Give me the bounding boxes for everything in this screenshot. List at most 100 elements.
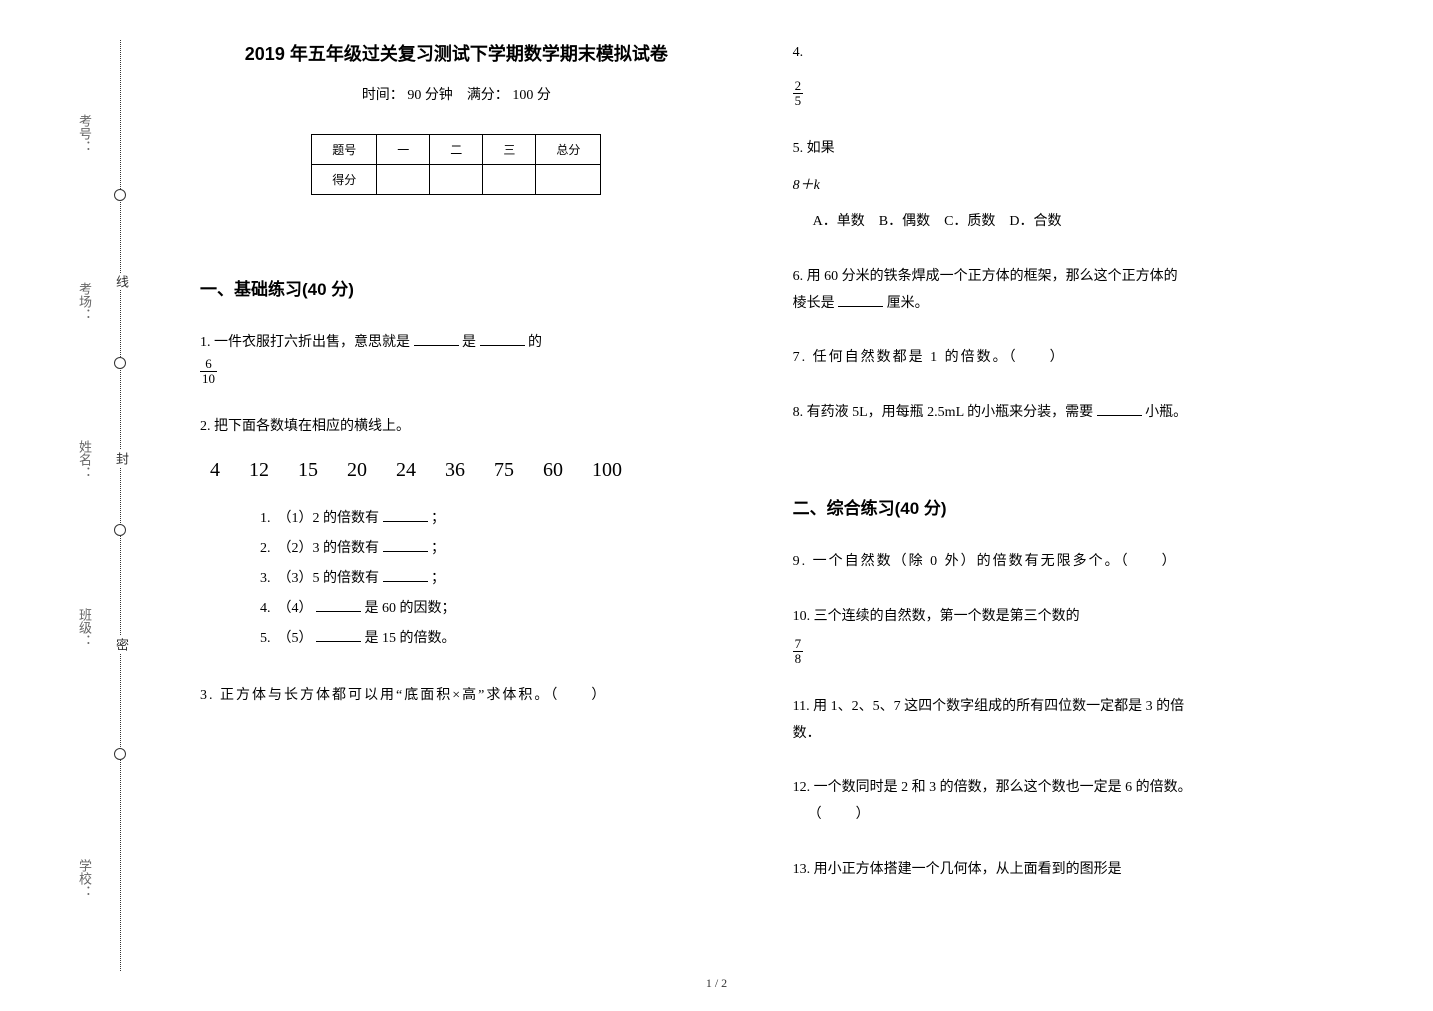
frac-num: 7	[793, 637, 804, 652]
section-2-head: 二、综合练习(40 分)	[793, 494, 1306, 519]
frac-num: 2	[793, 79, 804, 94]
score-table: 题号 一 二 三 总分 得分	[311, 134, 601, 195]
page-number: 1 / 2	[706, 976, 727, 991]
question-8: 8. 有药液 5L，用每瓶 2.5mL 的小瓶来分装，需要 小瓶。	[793, 400, 1306, 427]
q5-options: A．单数 B．偶数 C．质数 D．合数	[813, 209, 1306, 236]
frac-num: 6	[200, 357, 217, 372]
question-3: 3. 正方体与长方体都可以用“底面积×高”求体积。（ ）	[200, 683, 713, 710]
list-item: 1. （1）2 的倍数有 ；	[260, 505, 713, 533]
q4-num: 4.	[793, 40, 1306, 67]
q10-fraction: 7 8	[793, 637, 804, 667]
blank	[838, 293, 883, 307]
right-column: 4. 2 5 5. 如果 8＋k A．单数 B．偶数 C．质数 D．合数 6. …	[753, 40, 1326, 981]
sub-tail: ；	[431, 541, 445, 556]
q11-text-b: 数．	[793, 726, 821, 741]
frac-den: 10	[200, 372, 217, 386]
binding-circle	[114, 189, 126, 201]
sub-text: （5）	[278, 631, 313, 646]
q2-text: 2. 把下面各数填在相应的横线上。	[200, 414, 713, 441]
row-head-score: 得分	[312, 165, 377, 195]
q1-pre: 1. 一件衣服打六折出售，意思就是	[200, 335, 410, 350]
binding-dashed-line	[120, 40, 121, 971]
sub-mid: 是 15 的倍数。	[365, 631, 456, 646]
question-12: 12. 一个数同时是 2 和 3 的倍数，那么这个数也一定是 6 的倍数。 （ …	[793, 775, 1306, 828]
q10-text: 10. 三个连续的自然数，第一个数是第三个数的	[793, 604, 1306, 631]
list-item: 4. （4） 是 60 的因数；	[260, 595, 713, 623]
score-cell	[430, 165, 483, 195]
question-7: 7. 任何自然数都是 1 的倍数。（ ）	[793, 345, 1306, 372]
blank	[383, 568, 428, 582]
q1-end: 的	[528, 335, 542, 350]
q11-text-a: 11. 用 1、2、5、7 这四个数字组成的所有四位数一定都是 3 的倍	[793, 699, 1184, 714]
q12-text-a: 12. 一个数同时是 2 和 3 的倍数，那么这个数也一定是 6 的倍数。	[793, 780, 1192, 795]
q12-text-b: （ ）	[808, 807, 872, 822]
q5-head: 5. 如果	[793, 136, 1306, 163]
q9-text: 9. 一个自然数（除 0 外）的倍数有无限多个。（ ）	[793, 554, 1178, 569]
full-label: 满分：	[467, 88, 509, 103]
sub-text: （3）5 的倍数有	[278, 571, 380, 586]
question-11: 11. 用 1、2、5、7 这四个数字组成的所有四位数一定都是 3 的倍 数．	[793, 694, 1306, 747]
time-value: 90 分钟	[407, 88, 453, 103]
sub-text: （1）2 的倍数有	[278, 511, 380, 526]
q6-tail: 厘米。	[887, 296, 929, 311]
question-2: 2. 把下面各数填在相应的横线上。 4 12 15 20 24 36 75 60…	[200, 414, 713, 655]
binding-label-room: 考场：	[75, 282, 94, 321]
q5-expr: 8＋k	[793, 173, 1306, 200]
exam-title: 2019 年五年级过关复习测试下学期数学期末模拟试卷	[200, 40, 713, 66]
q1-mid: 是	[462, 335, 476, 350]
binding-char: 线	[112, 273, 131, 290]
page: 2019 年五年级过关复习测试下学期数学期末模拟试卷 时间： 90 分钟 满分：…	[0, 0, 1433, 1011]
sub-num: 2.	[260, 541, 271, 556]
q6-text-b: 棱长是	[793, 296, 835, 311]
sub-num: 4.	[260, 601, 271, 616]
binding-label-name: 姓名：	[75, 440, 94, 479]
q7-text: 7. 任何自然数都是 1 的倍数。（ ）	[793, 350, 1066, 365]
q8-tail: 小瓶。	[1145, 405, 1187, 420]
list-item: 2. （2）3 的倍数有 ；	[260, 535, 713, 563]
blank	[383, 538, 428, 552]
score-cell	[483, 165, 536, 195]
question-13: 13. 用小正方体搭建一个几何体，从上面看到的图形是	[793, 857, 1306, 884]
frac-den: 8	[793, 652, 804, 666]
blank	[316, 628, 361, 642]
question-4: 4. 2 5	[793, 40, 1306, 108]
blank	[316, 598, 361, 612]
col-1: 一	[377, 135, 430, 165]
sub-text: （2）3 的倍数有	[278, 541, 380, 556]
frac-den: 5	[793, 94, 804, 108]
q1-fraction: 6 10	[200, 357, 217, 387]
blank	[383, 508, 428, 522]
table-row: 题号 一 二 三 总分	[312, 135, 601, 165]
binding-circle	[114, 524, 126, 536]
full-value: 100 分	[512, 88, 551, 103]
sub-tail: ；	[431, 571, 445, 586]
q3-text: 3. 正方体与长方体都可以用“底面积×高”求体积。（ ）	[200, 688, 607, 703]
binding-label-examno: 考号：	[75, 114, 94, 153]
binding-label-class: 班级：	[75, 608, 94, 647]
row-head-num: 题号	[312, 135, 377, 165]
question-5: 5. 如果 8＋k A．单数 B．偶数 C．质数 D．合数	[793, 136, 1306, 236]
question-9: 9. 一个自然数（除 0 外）的倍数有无限多个。（ ）	[793, 549, 1306, 576]
table-row: 得分	[312, 165, 601, 195]
blank	[480, 332, 525, 346]
binding-char: 封	[112, 450, 131, 467]
blank	[414, 332, 459, 346]
left-column: 2019 年五年级过关复习测试下学期数学期末模拟试卷 时间： 90 分钟 满分：…	[180, 40, 753, 981]
q4-fraction: 2 5	[793, 79, 804, 109]
binding-char: 密	[112, 636, 131, 653]
exam-subline: 时间： 90 分钟 满分： 100 分	[200, 84, 713, 104]
q2-numbers: 4 12 15 20 24 36 75 60 100	[210, 451, 713, 489]
blank	[1097, 402, 1142, 416]
col-3: 三	[483, 135, 536, 165]
score-cell	[377, 165, 430, 195]
binding-edge: 线 封 密 考号： 考场： 姓名： 班级： 学校：	[70, 40, 170, 971]
q6-text-a: 6. 用 60 分米的铁条焊成一个正方体的框架，那么这个正方体的	[793, 269, 1178, 284]
question-10: 10. 三个连续的自然数，第一个数是第三个数的 7 8	[793, 604, 1306, 666]
time-label: 时间：	[362, 88, 404, 103]
question-6: 6. 用 60 分米的铁条焊成一个正方体的框架，那么这个正方体的 棱长是 厘米。	[793, 264, 1306, 317]
section-1-head: 一、基础练习(40 分)	[200, 275, 713, 300]
binding-circle	[114, 357, 126, 369]
q8-text: 8. 有药液 5L，用每瓶 2.5mL 的小瓶来分装，需要	[793, 405, 1093, 420]
sub-tail: ；	[431, 511, 445, 526]
col-total: 总分	[536, 135, 601, 165]
